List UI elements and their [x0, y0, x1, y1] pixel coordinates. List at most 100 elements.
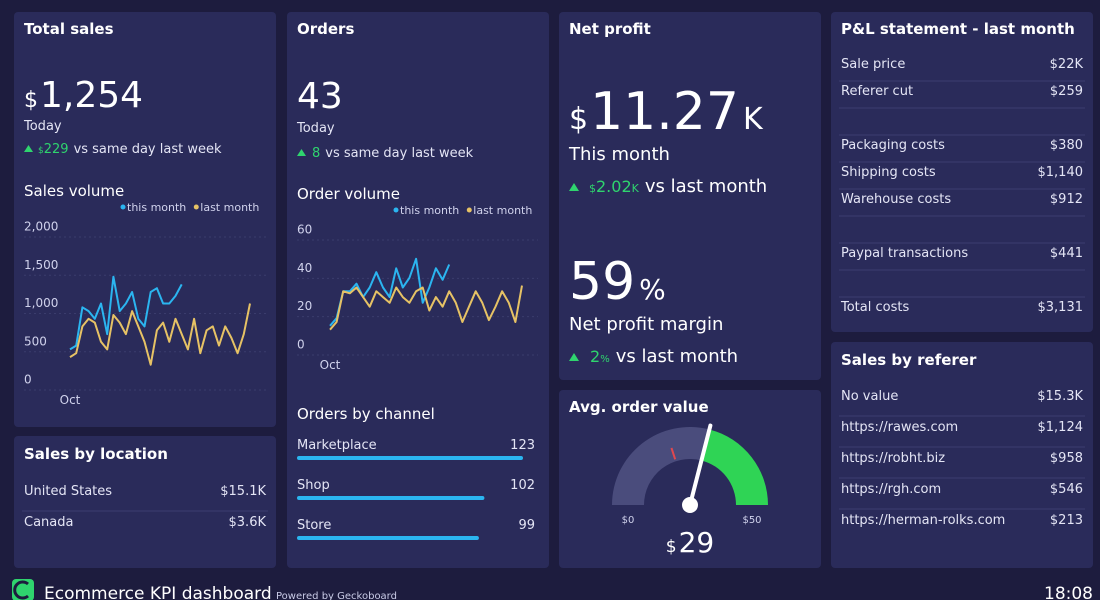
bar-label: Store	[297, 518, 331, 533]
panel-title: Avg. order value	[569, 398, 709, 416]
currency: $	[24, 88, 38, 113]
delta-value: 8	[312, 146, 320, 161]
row-value: $958	[1050, 451, 1083, 466]
delta: $229 vs same day last week	[38, 142, 222, 157]
gauge-fill	[701, 429, 768, 505]
big-number: $1,254	[24, 75, 143, 116]
bar	[297, 456, 523, 460]
dashboard-title: Ecommerce KPI dashboard	[44, 584, 272, 600]
delta-text: vs last month	[645, 176, 767, 197]
y-tick-label: 0	[24, 373, 32, 387]
currency: $	[569, 102, 588, 137]
up-arrow	[569, 183, 579, 191]
delta-text: vs same day last week	[325, 146, 473, 161]
gauge-tick-label: $0	[622, 515, 635, 526]
powered-by: Powered by Geckoboard	[276, 591, 397, 600]
y-tick-label: 1,000	[24, 296, 58, 310]
chart-title: Order volume	[297, 185, 400, 203]
y-tick-label: 1,500	[24, 258, 58, 272]
row-value: $1,124	[1038, 420, 1084, 435]
panel-net-profit	[559, 12, 821, 380]
row-value: $3.6K	[229, 515, 267, 530]
line-series	[329, 257, 451, 327]
delta-unit: %	[600, 354, 610, 365]
row-label: Paypal transactions	[841, 246, 968, 261]
row-value: $1,140	[1038, 165, 1084, 180]
y-tick-label: 0	[297, 338, 305, 352]
bar-value: 102	[510, 478, 535, 493]
bar-value: 123	[510, 438, 535, 453]
legend-label: this month	[127, 201, 186, 214]
delta-value: 2	[590, 347, 600, 366]
big-number: 43	[297, 76, 343, 117]
row-label: United States	[24, 484, 112, 499]
line-series	[69, 275, 183, 351]
up-arrow	[569, 353, 579, 361]
row-value: $15.1K	[220, 484, 266, 499]
value: 1,254	[40, 75, 143, 116]
legend-label: last month	[473, 204, 532, 217]
row-label: Packaging costs	[841, 138, 945, 153]
row-value: $15.3K	[1037, 389, 1083, 404]
chart-title: Orders by channel	[297, 405, 435, 423]
panel-title: Orders	[297, 20, 354, 38]
period: Today	[296, 121, 335, 136]
period: Today	[23, 119, 62, 134]
y-tick-label: 20	[297, 299, 312, 313]
bar	[297, 536, 479, 540]
y-tick-label: 500	[24, 334, 47, 348]
row-label: Total costs	[840, 300, 909, 315]
clock: 18:08	[1044, 584, 1093, 600]
gauge-value: $29	[666, 526, 714, 559]
row-value: $213	[1050, 513, 1083, 528]
row-label: Shipping costs	[841, 165, 936, 180]
line-series	[69, 303, 251, 366]
chart-title: Sales volume	[24, 182, 124, 200]
panel-title: Sales by referer	[841, 351, 977, 369]
gauge-track	[612, 427, 710, 505]
bar-label: Marketplace	[297, 438, 377, 453]
delta-value: 229	[44, 142, 69, 157]
legend-label: this month	[400, 204, 459, 217]
big-number: 59%	[569, 252, 666, 312]
delta-text: vs last month	[616, 346, 738, 367]
x-tick-label: Oct	[60, 393, 81, 407]
up-arrow	[297, 149, 306, 156]
y-tick-label: 40	[297, 261, 312, 275]
row-label: Canada	[24, 515, 73, 530]
row-label: https://robht.biz	[841, 451, 945, 466]
gauge-tick-label: $50	[742, 515, 761, 526]
row-value: $546	[1050, 482, 1083, 497]
up-arrow	[24, 145, 33, 152]
panel-title: P&L statement - last month	[841, 20, 1075, 38]
row-value: $380	[1050, 138, 1083, 153]
panel-avg-order-value	[559, 390, 821, 568]
line-series	[329, 285, 523, 331]
gauge-needle	[688, 423, 713, 507]
y-tick-label: 60	[297, 223, 312, 237]
panel-title: Net profit	[569, 20, 651, 38]
delta-text: vs same day last week	[74, 142, 222, 157]
unit: %	[639, 273, 666, 306]
row-label: https://herman-rolks.com	[841, 513, 1005, 528]
period: This month	[568, 144, 670, 165]
row-label: https://rgh.com	[841, 482, 941, 497]
logo-mark	[13, 580, 29, 600]
row-label: Sale price	[841, 57, 905, 72]
gauge-marker	[670, 447, 677, 460]
row-label: No value	[841, 389, 898, 404]
suffix: K	[743, 102, 764, 137]
y-tick-label: 2,000	[24, 220, 58, 234]
panel-title: Total sales	[24, 20, 114, 38]
gauge-hub	[682, 497, 698, 513]
delta: $2.02K vs last month	[589, 176, 767, 197]
panel-title: Sales by location	[24, 445, 168, 463]
value: 11.27	[590, 82, 739, 142]
value: 29	[679, 526, 715, 559]
delta-currency: $	[38, 146, 44, 156]
label: Net profit margin	[569, 314, 723, 335]
legend-dot	[466, 207, 472, 213]
legend-label: last month	[200, 201, 259, 214]
legend-dot	[393, 207, 399, 213]
